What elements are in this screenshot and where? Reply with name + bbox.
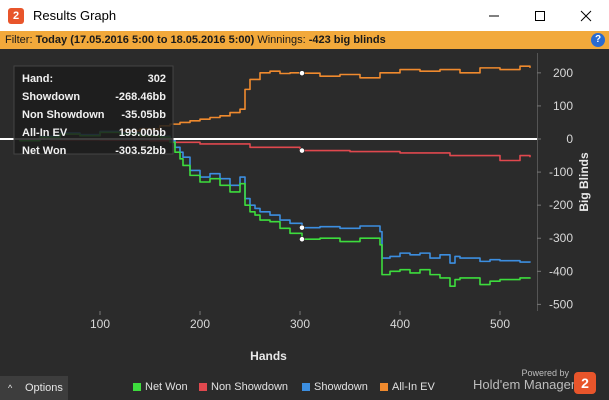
hover-tooltip	[13, 65, 174, 155]
legend-label-net-won: Net Won	[145, 381, 188, 393]
hover-point	[299, 224, 305, 231]
x-tick-label: 100	[90, 317, 110, 331]
tooltip-label: Non Showdown	[22, 109, 105, 121]
legend-swatch-all-in-ev	[380, 383, 388, 391]
tooltip-value: -268.46bb	[115, 91, 166, 103]
maximize-icon	[535, 11, 545, 21]
chevron-up-icon: ^	[8, 383, 13, 393]
winnings-label: Winnings:	[257, 34, 306, 46]
x-tick-label: 400	[390, 317, 410, 331]
app-logo-icon: 2	[8, 8, 24, 24]
powered-by-label: Powered by	[521, 368, 569, 378]
options-button[interactable]: ^ Options	[0, 376, 68, 400]
y-tick-label: -200	[549, 198, 573, 212]
hover-point	[299, 147, 305, 154]
tooltip-label: Hand:	[22, 73, 53, 85]
brand-logo-icon: 2	[574, 372, 596, 394]
winnings-value: -423 big blinds	[308, 34, 386, 46]
legend-swatch-showdown	[302, 383, 310, 391]
tooltip-value: -35.05bb	[121, 109, 166, 121]
title-bar: 2 Results Graph	[0, 0, 609, 32]
y-tick-label: 100	[553, 99, 573, 113]
hover-point	[299, 70, 305, 77]
hover-point	[299, 236, 305, 243]
x-tick-label: 300	[290, 317, 310, 331]
filter-value: Today (17.05.2016 5:00 to 18.05.2016 5:0…	[35, 34, 255, 46]
y-tick-label: 200	[553, 66, 573, 80]
tooltip-value: 302	[148, 73, 166, 85]
y-axis-title: Big Blinds	[577, 152, 591, 212]
brand-name: Hold'em Manager	[473, 377, 576, 392]
window-title: Results Graph	[33, 8, 117, 23]
tooltip-label: All-In EV	[22, 127, 68, 139]
y-tick-label: -100	[549, 165, 573, 179]
y-tick-label: -400	[549, 264, 573, 278]
help-icon[interactable]: ?	[591, 33, 605, 47]
tooltip-value: -303.52bb	[115, 145, 166, 157]
x-tick-label: 200	[190, 317, 210, 331]
filter-bar: Filter: Today (17.05.2016 5:00 to 18.05.…	[0, 31, 609, 49]
close-button[interactable]	[563, 0, 609, 31]
filter-summary: Filter: Today (17.05.2016 5:00 to 18.05.…	[5, 31, 386, 49]
legend-label-showdown: Showdown	[314, 381, 368, 393]
y-tick-label: -500	[549, 297, 573, 311]
tooltip-value: 199.00bb	[119, 127, 166, 139]
minimize-icon	[489, 15, 499, 17]
x-tick-label: 500	[490, 317, 510, 331]
tooltip-label: Net Won	[22, 145, 67, 157]
minimize-button[interactable]	[471, 0, 517, 31]
y-tick-label: -300	[549, 231, 573, 245]
legend-label-all-in-ev: All-In EV	[392, 381, 435, 393]
close-icon	[580, 10, 592, 22]
y-tick-label: 0	[566, 132, 573, 146]
tooltip-label: Showdown	[22, 91, 80, 103]
x-axis-title: Hands	[250, 349, 287, 363]
maximize-button[interactable]	[517, 0, 563, 31]
options-label: Options	[25, 382, 63, 394]
footer: ^ Options Net Won Non Showdown Showdown …	[0, 368, 609, 400]
filter-label: Filter:	[5, 34, 33, 46]
legend-swatch-net-won	[133, 383, 141, 391]
results-chart[interactable]: 200 100 0 -100 -200 -300 -400 -500 100 200 300 400 5…	[0, 49, 609, 368]
legend-label-non-showdown: Non Showdown	[211, 381, 289, 393]
legend-swatch-non-showdown	[199, 383, 207, 391]
